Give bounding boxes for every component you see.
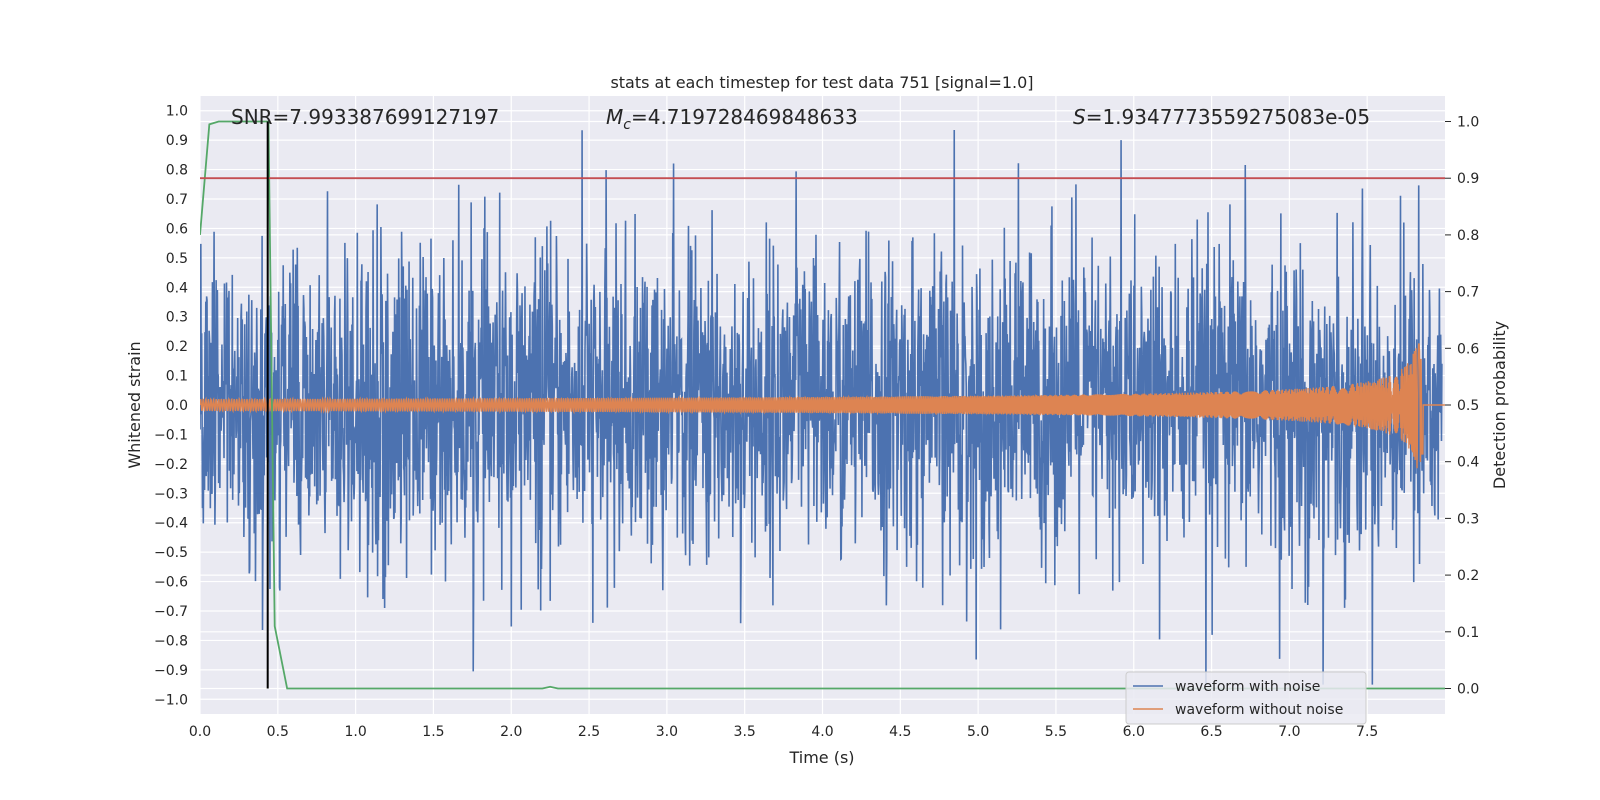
y-tick-label: −0.8 [154,633,188,649]
y-tick-label: −0.5 [154,545,188,561]
x-tick-label: 1.5 [422,724,444,740]
x-tick-label: 0.5 [267,724,289,740]
legend-label-noise: waveform with noise [1175,679,1320,695]
chirp-mass-annotation: Mc=4.719728469848633 [606,105,858,133]
y-tick-label: −0.3 [154,486,188,502]
y-tick-label: −1.0 [154,692,188,708]
x-tick-label: 4.0 [811,724,833,740]
x-tick-label: 4.5 [889,724,911,740]
y-axis-label: Whitened strain [125,341,144,468]
y2-tick-label: 0.2 [1457,568,1479,584]
y2-tick-label: 0.3 [1457,511,1479,527]
chirp-mass-subscript: c [623,117,631,133]
x-tick-label: 3.0 [656,724,678,740]
x-tick-label: 1.0 [344,724,366,740]
x-tick-label: 7.5 [1356,724,1378,740]
y2-tick-label: 0.5 [1457,398,1479,414]
y-tick-label: 0.4 [166,280,188,296]
y2-tick-label: 0.0 [1457,681,1479,697]
s-symbol: S [1073,105,1086,129]
y-tick-label: 0.2 [166,339,188,355]
x-axis-label: Time (s) [788,748,854,767]
y2-tick-label: 0.8 [1457,228,1479,244]
y2-tick-label: 0.4 [1457,455,1479,471]
legend-box [1125,671,1367,725]
y2-axis-label: Detection probability [1490,321,1509,489]
x-tick-label: 5.0 [967,724,989,740]
s-annotation: S=1.9347773559275083e-05 [1073,105,1370,129]
series-waveform-with-noise [200,130,1443,685]
chirp-mass-value: =4.719728469848633 [631,105,858,129]
y-tick-label: 0.9 [166,133,188,149]
legend: waveform with noise waveform without noi… [1125,671,1367,725]
x-tick-label: 0.0 [189,724,211,740]
y-tick-label: −0.4 [154,516,188,532]
x-tick-label: 6.5 [1200,724,1222,740]
y2-tick-label: 0.7 [1457,285,1479,301]
y-tick-label: −0.6 [154,575,188,591]
series-detection-probability [200,120,1445,690]
y-tick-label: 0.1 [166,369,188,385]
x-tick-label: 5.5 [1045,724,1067,740]
y-tick-label: −0.7 [154,604,188,620]
chirp-mass-symbol: M [606,105,623,129]
chart-title: stats at each timestep for test data 751… [610,73,1033,92]
y-tick-label: 0.0 [166,398,188,414]
x-tick-label: 3.5 [734,724,756,740]
x-tick-label: 2.0 [500,724,522,740]
y-tick-label: −0.1 [154,427,188,443]
s-value: =1.9347773559275083e-05 [1086,105,1370,129]
y-tick-label: −0.2 [154,457,188,473]
y2-tick-label: 0.9 [1457,171,1479,187]
y-tick-label: 0.3 [166,310,188,326]
legend-label-clean: waveform without noise [1175,702,1343,718]
y2-tick-label: 1.0 [1457,115,1479,131]
y-tick-label: 0.5 [166,251,188,267]
y-tick-label: 0.7 [166,192,188,208]
snr-annotation: SNR=7.993387699127197 [231,105,499,129]
x-tick-label: 2.5 [578,724,600,740]
y-tick-label: 0.8 [166,163,188,179]
series-waveform-without-noise [200,343,1445,469]
y-tick-label: 0.6 [166,221,188,237]
y-tick-label: 1.0 [166,104,188,120]
y-tick-label: −0.9 [154,663,188,679]
x-tick-label: 7.0 [1278,724,1300,740]
x-tick-label: 6.0 [1123,724,1145,740]
y2-tick-label: 0.6 [1457,341,1479,357]
y2-tick-label: 0.1 [1457,625,1479,641]
